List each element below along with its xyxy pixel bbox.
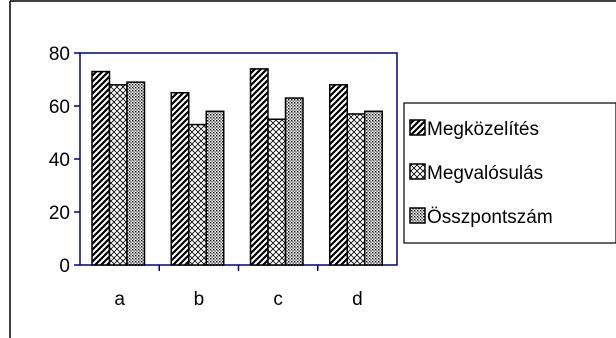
y-tick-label: 20	[49, 203, 70, 224]
legend: Megközelítés Megvalósulás Összpontszám	[403, 102, 616, 244]
bar-a-series-1	[91, 70, 111, 266]
axes-group: a b c d 0 20 40 60 80	[49, 44, 363, 310]
bar-d-series-1	[329, 84, 348, 266]
y-tick-label: 0	[59, 256, 70, 277]
bar-b-series-1	[170, 92, 190, 266]
bar-d-series-2	[346, 113, 366, 266]
x-tick-label: b	[194, 289, 205, 310]
bars-group	[91, 68, 383, 266]
legend-label-1: Megközelítés	[427, 119, 539, 140]
x-tick-label: d	[352, 289, 363, 310]
bar-c-series-1	[249, 68, 269, 266]
bar-d-series-3	[364, 110, 383, 266]
bar-c-series-2	[267, 118, 287, 266]
legend-swatch-3	[409, 207, 426, 224]
x-tick-label: c	[273, 289, 283, 310]
x-tick-label: a	[114, 289, 125, 310]
bar-b-series-2	[188, 123, 207, 266]
legend-box	[403, 102, 616, 244]
bar-a-series-2	[108, 84, 128, 266]
legend-swatch-2	[409, 163, 426, 180]
bar-c-series-3	[284, 97, 304, 266]
legend-swatch-1	[409, 119, 426, 136]
legend-label-2: Megvalósulás	[427, 163, 543, 184]
y-tick-label: 40	[49, 150, 70, 171]
bar-b-series-3	[205, 110, 225, 266]
bar-a-series-3	[126, 81, 146, 266]
y-tick-label: 80	[49, 44, 70, 65]
y-tick-label: 60	[49, 97, 70, 118]
legend-label-3: Összpontszám	[427, 207, 553, 228]
